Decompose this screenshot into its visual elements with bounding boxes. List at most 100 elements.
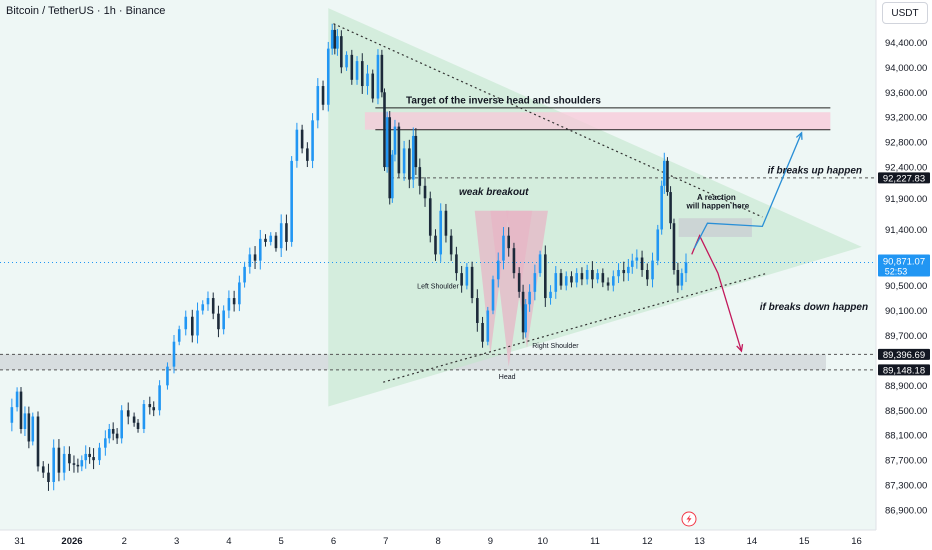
candle-body — [340, 36, 343, 68]
y-tick-label: 92,400.00 — [885, 163, 927, 174]
candle-body — [238, 282, 241, 305]
candle-body — [201, 304, 205, 311]
candle-body — [612, 276, 615, 286]
candles-layer — [10, 23, 688, 491]
candle-body — [491, 279, 495, 311]
lightning-icon[interactable] — [681, 511, 697, 527]
candle-body — [635, 257, 639, 261]
candle-body — [481, 322, 484, 342]
candle-body — [306, 148, 309, 161]
candle-body — [300, 129, 304, 149]
candle-body — [217, 313, 220, 330]
candle-body — [640, 257, 644, 270]
candle-body — [62, 453, 66, 473]
candle-body — [627, 266, 630, 274]
candle-body — [111, 428, 115, 434]
candle-body — [336, 36, 339, 49]
candle-body — [580, 273, 584, 280]
candle-body — [330, 29, 334, 49]
candle-body — [232, 298, 236, 305]
candle-body — [41, 466, 45, 473]
currency-button[interactable]: USDT — [882, 2, 928, 24]
breakup-arrow-head — [795, 131, 803, 140]
y-tick-label: 91,900.00 — [885, 194, 927, 205]
annotation-layer: Target of the inverse head and shoulders… — [406, 96, 868, 381]
candle-body — [311, 120, 314, 161]
candle-body — [596, 273, 599, 280]
candle-body — [72, 463, 76, 465]
candle-body — [376, 54, 380, 99]
candle-body — [274, 235, 278, 249]
candle-body — [184, 316, 188, 330]
candle-body — [549, 291, 552, 299]
x-tick-label: 8 — [435, 536, 440, 547]
x-tick-label: 7 — [383, 536, 388, 547]
candle-body — [662, 160, 666, 186]
candle-body — [391, 154, 394, 199]
candle-body — [345, 54, 348, 68]
candle-body — [355, 61, 359, 80]
candle-body — [36, 416, 40, 467]
candle-body — [120, 410, 123, 439]
candle-body — [206, 298, 210, 305]
candle-body — [142, 404, 146, 429]
x-tick-label: 15 — [799, 536, 810, 547]
candle-body — [388, 117, 392, 199]
right-shoulder-label: Right Shoulder — [532, 343, 579, 350]
candle-body — [434, 235, 437, 255]
x-tick-label: 9 — [488, 536, 493, 547]
candle-body — [660, 185, 663, 230]
price-tag-support-bottom: 89,148.18 — [883, 365, 925, 376]
candle-body — [152, 407, 156, 411]
candle-body — [651, 260, 654, 280]
candle-body — [533, 273, 537, 292]
candle-body — [333, 29, 337, 49]
x-tick-label: 4 — [226, 536, 231, 547]
price-tag-support-top-bg — [878, 348, 930, 360]
y-tick-label: 88,100.00 — [885, 431, 927, 442]
candle-body — [521, 291, 525, 333]
candle-body — [428, 198, 432, 236]
x-tick-label: 10 — [537, 536, 548, 547]
candle-body — [177, 329, 181, 342]
candle-body — [502, 235, 505, 261]
candle-body — [158, 385, 161, 411]
y-tick-label: 90,100.00 — [885, 306, 927, 317]
candle-body — [439, 210, 443, 255]
candle-body — [264, 238, 267, 242]
candle-body — [316, 86, 320, 121]
candle-body — [115, 433, 119, 439]
x-tick-label: 2 — [122, 536, 127, 547]
candle-body — [666, 160, 669, 193]
price-tag-upper: 92,227.83 — [883, 173, 925, 184]
candle-body — [554, 273, 558, 292]
candle-body — [190, 316, 194, 336]
time-axis-panel — [0, 530, 932, 550]
y-tick-label: 91,400.00 — [885, 225, 927, 236]
candle-body — [591, 269, 594, 280]
y-tick-label: 87,300.00 — [885, 481, 927, 492]
candle-body — [408, 148, 411, 180]
price-tag-support-bottom-bg — [878, 364, 930, 376]
candle-body — [496, 260, 500, 280]
candle-body — [80, 460, 84, 467]
x-axis: 31 2026 2 3 4 5 6 7 8 9 10 11 12 13 14 15 16 — [14, 536, 861, 547]
candle-body — [385, 117, 389, 168]
candle-body — [486, 310, 490, 342]
candle-body — [19, 391, 23, 429]
candle-body — [507, 235, 511, 249]
candle-body — [512, 248, 516, 274]
candle-body — [350, 54, 354, 80]
y-tick-label: 93,600.00 — [885, 88, 927, 99]
x-tick-label: 14 — [747, 536, 758, 547]
current-price-tag-bg — [878, 254, 930, 277]
candle-body — [227, 298, 231, 311]
candle-body — [601, 273, 605, 283]
candle-body — [321, 86, 325, 105]
y-tick-label: 88,500.00 — [885, 406, 927, 417]
candle-body — [88, 453, 91, 458]
candle-body — [196, 310, 199, 336]
candle-body — [570, 276, 573, 283]
upper-trendline — [333, 23, 763, 218]
